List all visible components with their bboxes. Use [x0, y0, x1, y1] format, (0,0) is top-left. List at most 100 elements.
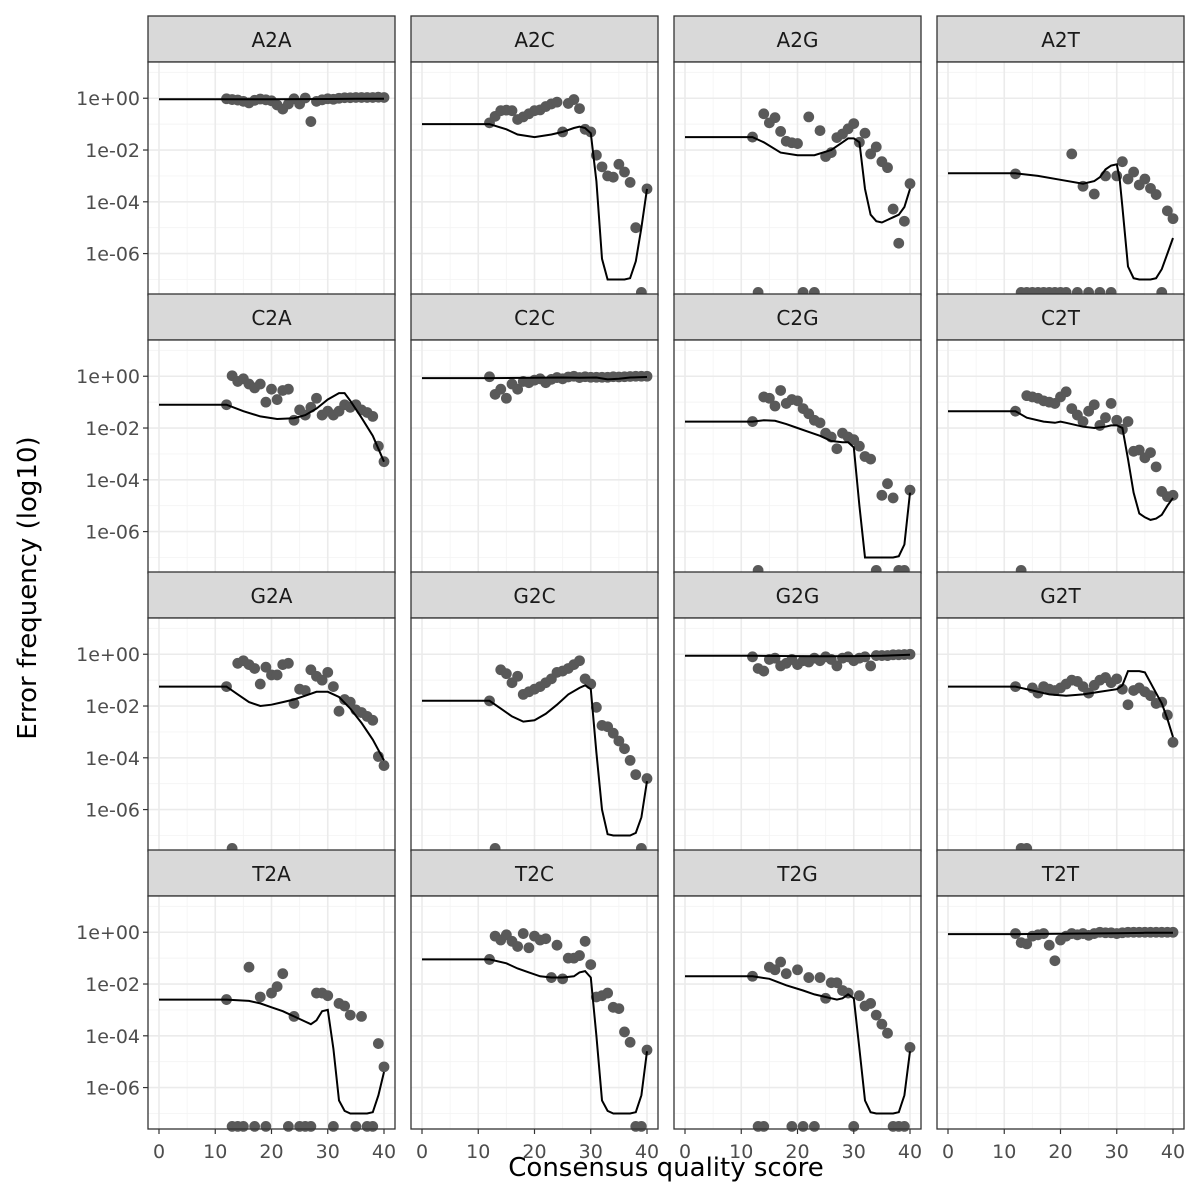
data-point: [500, 668, 512, 680]
data-point: [904, 648, 916, 660]
data-point: [1167, 213, 1179, 225]
x-tick-label: 40: [898, 1141, 922, 1163]
x-tick-label: 10: [203, 1141, 227, 1163]
y-tick-label: 1e-02: [85, 140, 140, 162]
x-tick-label: 10: [729, 1141, 753, 1163]
data-point: [1088, 188, 1100, 200]
strip-label-a2c: A2C: [514, 28, 554, 52]
data-point: [378, 760, 390, 771]
strip-label-g2g: G2G: [776, 584, 820, 608]
data-point: [619, 1026, 630, 1038]
data-point: [322, 990, 334, 1002]
strip-c2c: [410, 293, 659, 341]
x-tick-label: 0: [679, 1141, 691, 1163]
strip-label-t2c: T2C: [514, 862, 554, 886]
data-point: [540, 933, 552, 945]
x-tick-label: 0: [416, 1141, 428, 1163]
data-point: [747, 651, 758, 663]
data-point: [635, 1121, 647, 1132]
data-point: [585, 959, 597, 971]
data-point: [887, 492, 899, 504]
panel-t2c: T2C 0 10 20 30 40: [410, 849, 659, 1163]
data-point: [602, 987, 614, 999]
y-tick-label: 1e+00: [76, 644, 140, 666]
gridlines: [148, 618, 395, 851]
y-tick-label: 1e+00: [76, 88, 140, 110]
data-point: [327, 1121, 339, 1132]
panel-g2c: G2C: [410, 571, 659, 856]
data-point: [260, 396, 272, 408]
data-point: [630, 222, 642, 234]
data-point: [356, 1010, 367, 1022]
fitted-line-c2c: [422, 376, 648, 381]
data-point: [266, 383, 277, 395]
fitted-line-g2a: [159, 685, 385, 761]
y-tick-label: 1e-04: [85, 1026, 140, 1048]
data-point: [495, 383, 507, 395]
data-point: [831, 443, 843, 455]
data-point: [1105, 398, 1117, 409]
data-point: [367, 714, 379, 726]
strip-label-g2a: G2A: [251, 584, 293, 608]
x-tick-label: 20: [522, 1141, 546, 1163]
data-point: [249, 1121, 261, 1132]
data-point: [1161, 205, 1173, 217]
data-point: [775, 956, 787, 968]
data-point: [865, 998, 877, 1009]
y-tick-label: 1e-04: [85, 192, 140, 214]
strip-label-c2g: C2G: [776, 306, 818, 330]
x-tick-label: 30: [842, 1141, 866, 1163]
fitted-line-t2t: [948, 931, 1173, 936]
x-tick-label: 30: [1105, 1141, 1129, 1163]
data-point: [282, 383, 294, 395]
data-point: [619, 743, 630, 755]
gridlines: [674, 896, 921, 1129]
data-point: [254, 678, 266, 690]
data-point: [1128, 166, 1140, 178]
panel-t2g: T2G 0 10 20 30 40: [673, 849, 922, 1163]
gridlines: [411, 896, 658, 1129]
data-point: [299, 92, 311, 104]
data-point: [775, 125, 787, 137]
data-point: [853, 990, 865, 1002]
fitted-line-a2a: [159, 97, 384, 101]
data-point: [305, 1121, 317, 1132]
data-point: [1049, 955, 1061, 967]
data-point: [500, 392, 512, 404]
data-point: [808, 1121, 820, 1132]
x-tick-label: 0: [153, 1141, 165, 1163]
fitted-line-c2a: [159, 392, 385, 463]
data-point: [260, 1121, 272, 1132]
data-point: [579, 935, 591, 947]
fitted-line-g2t: [948, 670, 1174, 738]
data-point: [574, 103, 585, 114]
data-point: [792, 964, 803, 976]
data-point: [316, 674, 328, 686]
x-tick-label: 40: [1161, 1141, 1185, 1163]
panel-g2t: G2T: [936, 571, 1185, 856]
data-point: [619, 166, 630, 178]
data-point: [1133, 444, 1145, 456]
y-tick-label: 1e+00: [76, 366, 140, 388]
data-point: [1150, 461, 1162, 473]
gridlines: [937, 62, 1184, 295]
strip-label-t2g: T2G: [776, 862, 817, 886]
data-point: [898, 1121, 910, 1132]
data-point: [1043, 939, 1055, 951]
panel-a2g: A2G: [673, 15, 922, 300]
data-point: [512, 941, 524, 952]
data-point: [1077, 416, 1089, 427]
strip-g2g: [673, 571, 922, 619]
data-point: [624, 1036, 636, 1048]
data-point: [769, 112, 781, 124]
data-point: [372, 1038, 384, 1049]
data-point: [630, 769, 642, 781]
y-tick-label: 1e-06: [85, 244, 140, 266]
panel-g2g: G2G: [673, 571, 922, 856]
data-point: [814, 417, 826, 429]
data-point: [758, 1121, 770, 1132]
panel-g2a: G2A 1e+00 1e-02 1e-04 1e-06: [76, 571, 396, 856]
data-point: [237, 1121, 249, 1132]
y-tick-label: 1e-06: [85, 800, 140, 822]
data-point: [803, 972, 815, 983]
